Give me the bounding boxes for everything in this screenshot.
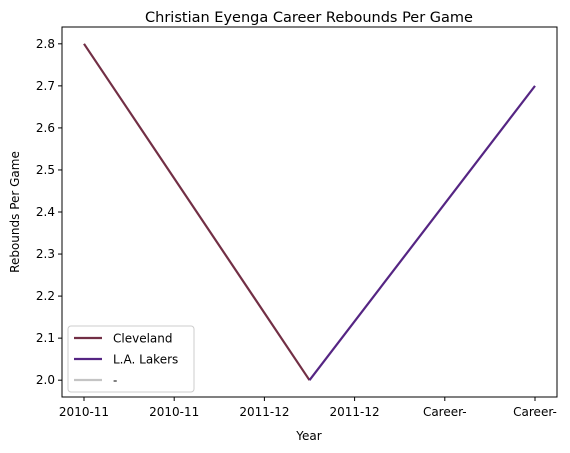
legend-box [67, 325, 195, 393]
y-axis: 2.0 2.1 2.2 2.3 2.4 2.5 2.6 2.7 2.8 [36, 37, 62, 387]
legend-label-2: - [113, 374, 117, 388]
y-tick-label: 2.4 [36, 205, 55, 219]
y-axis-label: Rebounds Per Game [8, 151, 22, 273]
x-tick-label: 2011-12 [239, 405, 289, 419]
x-axis: 2010-11 2010-11 2011-12 2011-12 Career- Caree… [59, 397, 557, 419]
x-tick-label: 2011-12 [330, 405, 380, 419]
y-tick-label: 2.6 [36, 121, 55, 135]
legend-label-0: Cleveland [113, 332, 173, 346]
y-tick-label: 2.2 [36, 289, 55, 303]
x-tick-label: Career- [513, 405, 557, 419]
y-tick-label: 2.8 [36, 37, 55, 51]
y-tick-label: 2.3 [36, 247, 55, 261]
chart-title: Christian Eyenga Career Rebounds Per Gam… [145, 10, 473, 26]
y-tick-label: 2.0 [36, 373, 55, 387]
y-tick-label: 2.5 [36, 163, 55, 177]
x-tick-label: Career- [423, 405, 467, 419]
legend: Cleveland L.A. Lakers - [67, 325, 195, 393]
x-tick-label: 2010-11 [149, 405, 199, 419]
x-tick-label: 2010-11 [59, 405, 109, 419]
legend-label-1: L.A. Lakers [113, 353, 178, 367]
series-line-1 [308, 85, 536, 381]
series-lines [83, 43, 536, 381]
y-tick-label: 2.1 [36, 331, 55, 345]
x-axis-label: Year [295, 429, 321, 443]
y-tick-label: 2.7 [36, 79, 55, 93]
series-line-0 [83, 43, 311, 381]
